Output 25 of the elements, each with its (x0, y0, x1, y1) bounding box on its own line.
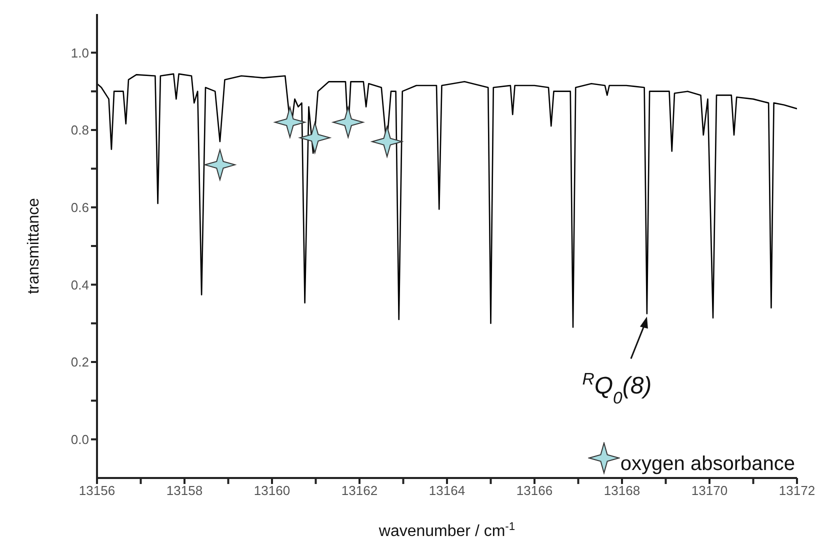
point (274, 106, 306, 138)
y-tick-label: 0.0 (70, 432, 89, 447)
annotation: $^{R}$Q$_{0}$(8) (582, 369, 652, 408)
x-tick-label: 13168 (604, 483, 640, 498)
x-tick-label: 13158 (166, 483, 203, 498)
y-tick-label: 0.6 (70, 200, 89, 215)
x-tick-label: 13170 (691, 483, 728, 498)
x-tick-label: 13166 (516, 483, 553, 498)
x-tick-label: 13164 (428, 483, 466, 498)
y-axis-title: transmittance (26, 198, 43, 294)
point (299, 122, 330, 154)
y-tick-label: 0.2 (70, 354, 89, 370)
y-tick-label: 0.8 (70, 122, 89, 138)
x-axis-title: wavenumber / cm$^{-1}$ (378, 521, 516, 540)
point (332, 106, 364, 138)
y-tick-label: 0.4 (70, 277, 89, 292)
y-tick-label: 1.0 (70, 45, 89, 60)
x-tick-label: 13156 (78, 483, 116, 498)
legend-label: oxygen absorbance (620, 453, 795, 476)
point (204, 149, 236, 180)
x-tick-label: 13172 (778, 483, 816, 498)
x-tick-label: 13160 (254, 483, 290, 498)
x-tick-label: 13162 (341, 483, 378, 498)
point (372, 126, 403, 158)
line-series (97, 73, 797, 328)
